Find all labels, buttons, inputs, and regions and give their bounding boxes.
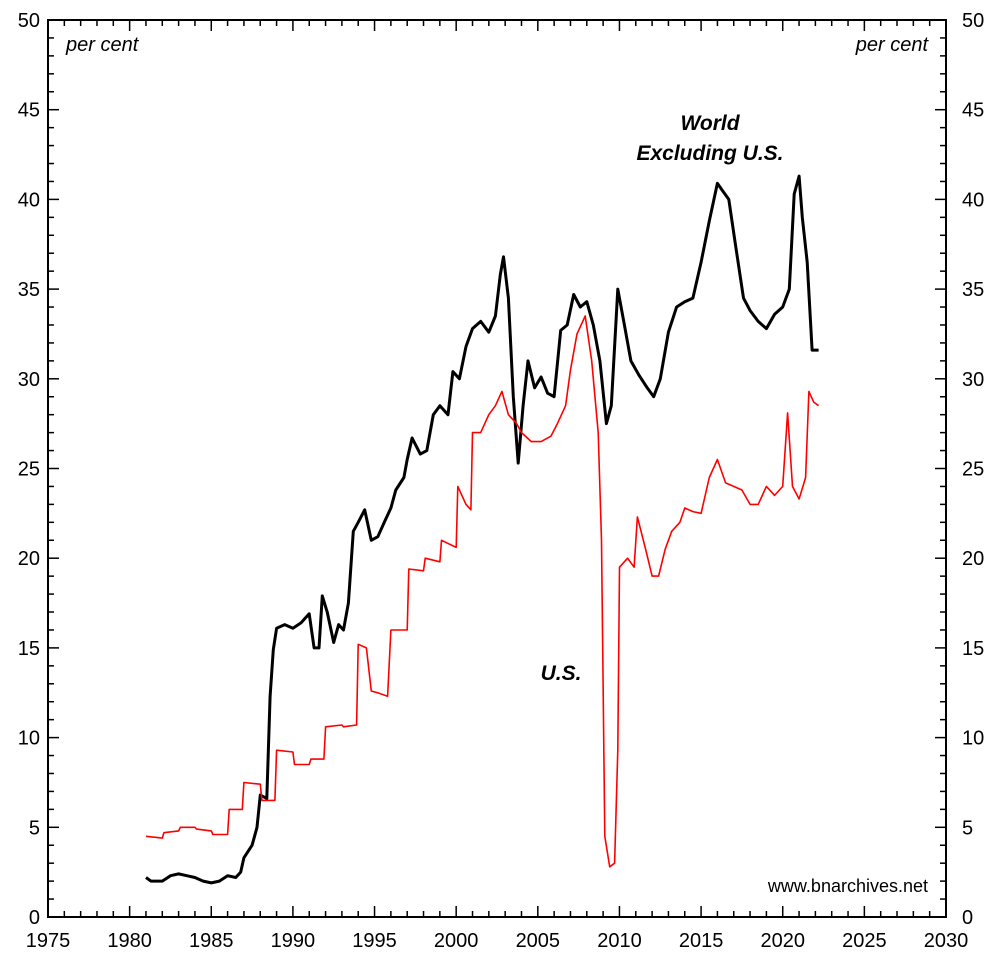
y-tick-label-right: 50	[962, 10, 984, 32]
x-tick-label: 1995	[352, 930, 397, 952]
y-tick-label-right: 45	[962, 100, 984, 122]
y-tick-label-right: 10	[962, 728, 984, 750]
series-line-us	[145, 315, 820, 868]
x-tick-label: 1975	[26, 930, 71, 952]
data-series	[145, 174, 820, 885]
y-tick-label-right: 25	[962, 459, 984, 481]
series-label-us: U.S.	[541, 662, 582, 685]
y-tick-label-right: 40	[962, 189, 984, 211]
x-tick-label: 1985	[189, 930, 234, 952]
series-label-world-line2: Excluding U.S.	[636, 142, 783, 165]
axis-ticks	[47, 19, 947, 918]
x-tick-label: 2020	[760, 930, 805, 952]
x-tick-label: 1980	[107, 930, 152, 952]
y-tick-label-left: 25	[18, 459, 40, 481]
x-tick-label: 2005	[516, 930, 561, 952]
y-tick-label-right: 35	[962, 279, 984, 301]
y-tick-label-right: 5	[962, 817, 973, 839]
y-tick-label-left: 45	[18, 100, 40, 122]
y-tick-label-left: 10	[18, 728, 40, 750]
series-label-world-line1: World	[680, 112, 740, 135]
plot-frame	[47, 19, 947, 918]
x-tick-label: 1990	[271, 930, 316, 952]
y-tick-label-left: 5	[29, 817, 40, 839]
y-tick-label-right: 15	[962, 638, 984, 660]
y-tick-label-left: 35	[18, 279, 40, 301]
axis-tick-labels: 1975 1980 1985 1990 1995 2000 2005 2010 2015 2020…	[18, 10, 985, 952]
y-tick-label-left: 0	[29, 907, 40, 929]
y-tick-label-right: 30	[962, 369, 984, 391]
right-unit-label: per cent	[855, 34, 930, 56]
series-line-world-excluding-us	[145, 174, 819, 885]
y-tick-label-left: 20	[18, 548, 40, 570]
x-tick-label: 2010	[597, 930, 642, 952]
y-tick-label-left: 15	[18, 638, 40, 660]
y-tick-label-right: 20	[962, 548, 984, 570]
x-tick-label: 2030	[924, 930, 969, 952]
x-tick-label: 2015	[679, 930, 724, 952]
y-tick-label-left: 40	[18, 189, 40, 211]
y-tick-label-right: 0	[962, 907, 973, 929]
y-tick-label-left: 30	[18, 369, 40, 391]
x-tick-label: 2025	[842, 930, 887, 952]
left-unit-label: per cent	[65, 34, 140, 56]
source-label: www.bnarchives.net	[767, 876, 928, 896]
x-tick-label: 2000	[434, 930, 479, 952]
y-tick-label-left: 50	[18, 10, 40, 32]
